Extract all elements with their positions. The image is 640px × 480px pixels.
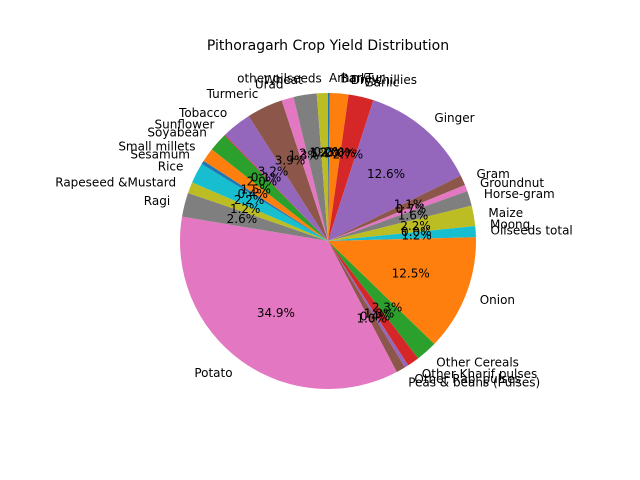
- slice-label-sunflower: Sunflower: [155, 117, 215, 131]
- slice-percent-rapeseed-mustard: 1.2%: [230, 202, 261, 216]
- slice-label-soyabean: Soyabean: [147, 125, 206, 139]
- slice-label-oilseeds-total: Oilseeds total: [491, 224, 573, 238]
- slice-soyabean: [211, 135, 328, 241]
- slice-percent-other-oilseeds: 1.2%: [309, 145, 340, 159]
- slice-sesamum: [201, 160, 328, 241]
- slice-label-other-rabi-pulses: Other Rabi pulses: [414, 372, 521, 386]
- slice-label-horse-gram: Horse-gram: [484, 187, 555, 201]
- slice-percent-soyabean: 2.0%: [247, 175, 278, 189]
- slice-label-other-kharif-pulses: Other Kharif pulses: [422, 367, 537, 381]
- pie-slices: [180, 92, 476, 390]
- slice-turmeric: [248, 100, 328, 241]
- slice-label-other-oilseeds: other oilseeds: [237, 71, 322, 85]
- slice-percent-ragi: 2.6%: [227, 212, 258, 226]
- slice-label-potato: Potato: [194, 366, 232, 380]
- slice-wheat: [293, 93, 328, 242]
- slice-barley: [328, 93, 349, 241]
- slice-percent-garlic: 2.7%: [333, 148, 364, 162]
- slice-other-rabi-pulses: [328, 241, 409, 368]
- slice-potato: [180, 216, 397, 390]
- slice-label-barley: Barley: [340, 72, 378, 86]
- slice-label-peas-beans-pulses: Peas & beans (Pulses): [408, 376, 540, 390]
- slice-label-ragi: Ragi: [144, 194, 170, 208]
- slice-label-arhar-tur: Arhar/Tur: [329, 71, 384, 85]
- slice-percent-tobacco: 3.2%: [258, 164, 289, 178]
- slice-other-cereals: [328, 241, 435, 359]
- slice-garlic: [328, 94, 374, 241]
- slice-percent-moong: 0.0%: [401, 225, 432, 239]
- slice-label-moong: Moong: [490, 218, 530, 232]
- slice-label-other-cereals: Other Cereals: [436, 356, 519, 370]
- slice-percent-peas-beans-pulses: 1.0%: [356, 311, 387, 325]
- slice-label-ginger: Ginger: [434, 111, 474, 125]
- slice-percent-sesamum: 0.4%: [237, 187, 268, 201]
- slice-sunflower: [224, 134, 328, 241]
- slice-percent-other-rabi-pulses: 0.4%: [360, 309, 391, 323]
- slice-label-onion: Onion: [480, 293, 515, 307]
- slice-percent-potato: 34.9%: [257, 306, 295, 320]
- slice-oilseeds-total: [328, 225, 476, 241]
- slice-percent-maize: 2.2%: [400, 219, 431, 233]
- slice-label-garlic: Garlic: [364, 75, 399, 89]
- slice-horse-gram: [328, 191, 472, 241]
- slice-label-sesamum: Sesamum: [130, 148, 190, 162]
- slice-percent-sunflower: 0.1%: [251, 170, 282, 184]
- slice-percent-ginger: 12.6%: [367, 167, 405, 181]
- slice-label-wheat: Wheat: [264, 73, 303, 87]
- slice-label-urad: Urad: [255, 77, 284, 91]
- slice-percent-groundnut: 0.7%: [396, 202, 427, 216]
- slice-label-turmeric: Turmeric: [206, 87, 259, 101]
- slice-label-gram: Gram: [477, 167, 510, 181]
- slice-label-small-millets: Small millets: [118, 139, 195, 153]
- slice-tobacco: [225, 116, 328, 241]
- slice-label-groundnut: Groundnut: [480, 176, 544, 190]
- slice-percent-other-cereals: 2.3%: [372, 300, 403, 314]
- slice-percent-rice: 2.2%: [234, 193, 265, 207]
- slice-percent-urad: 1.3%: [288, 149, 319, 163]
- slice-other-kharif-pulses: [328, 241, 419, 366]
- slice-arhar-tur: [328, 92, 330, 242]
- pie-percent-labels: 0.2%2.0%0.0%2.7%12.6%1.1%0.7%1.6%2.2%0.0…: [227, 145, 432, 325]
- slice-onion: [328, 237, 476, 344]
- slice-gram: [328, 175, 465, 241]
- slice-small-millets: [203, 149, 328, 241]
- slice-percent-turmeric: 3.9%: [275, 154, 306, 168]
- slice-percent-gram: 1.1%: [394, 198, 425, 212]
- slice-percent-small-millets: 1.5%: [240, 182, 271, 196]
- slice-percent-wheat: 2.5%: [299, 146, 330, 160]
- slice-label-tobacco: Tobacco: [178, 106, 227, 120]
- slice-maize: [328, 205, 476, 241]
- slice-percent-arhar-tur: 0.2%: [313, 145, 344, 159]
- slice-groundnut: [328, 185, 468, 241]
- slice-percent-barley: 2.0%: [320, 146, 351, 160]
- slice-percent-dry-chillies: 0.0%: [325, 146, 356, 160]
- slice-percent-oilseeds-total: 1.2%: [401, 228, 432, 242]
- slice-percent-horse-gram: 1.6%: [398, 208, 429, 222]
- chart-title: Pithoragarh Crop Yield Distribution: [207, 38, 449, 54]
- slice-rapeseed-mustard: [188, 182, 328, 241]
- slice-label-rapeseed-mustard: Rapeseed &Mustard: [55, 175, 176, 189]
- slice-rice: [192, 164, 328, 241]
- slice-ragi: [182, 192, 328, 241]
- slice-percent-onion: 12.5%: [392, 266, 430, 280]
- slice-other-oilseeds: [316, 92, 328, 241]
- slice-urad: [281, 97, 328, 241]
- slice-label-maize: Maize: [488, 206, 523, 220]
- slice-ginger: [328, 100, 461, 241]
- slice-label-rice: Rice: [158, 159, 184, 173]
- slice-label-dry-chillies: Dry chillies: [351, 73, 417, 87]
- slice-peas-beans-pulses: [328, 241, 405, 373]
- slice-percent-other-kharif-pulses: 1.3%: [364, 307, 395, 321]
